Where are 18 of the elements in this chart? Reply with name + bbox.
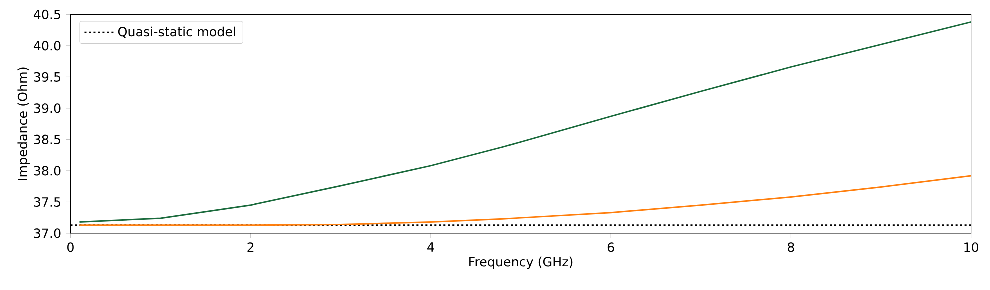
- x-tick-label: 4: [428, 242, 434, 252]
- x-tick-label: 0: [68, 242, 74, 252]
- y-tick-label: 37.5: [34, 198, 60, 208]
- y-tick-label: 38.5: [34, 135, 60, 145]
- x-axis-title: Frequency (GHz): [470, 257, 573, 270]
- x-tick-label: 2: [248, 242, 254, 252]
- y-tick-label: 39.5: [34, 72, 60, 82]
- x-tick-label: 10: [964, 242, 979, 252]
- y-tick-label: 40.0: [34, 41, 61, 51]
- x-tick-label: 8: [788, 242, 794, 252]
- y-axis-title: Impedance (Ohm): [18, 68, 30, 180]
- y-tick-label: 38.0: [34, 166, 61, 176]
- y-tick-label: 40.5: [34, 10, 60, 20]
- legend-label: Quasi-static model: [118, 27, 236, 38]
- y-tick-label: 39.0: [34, 104, 61, 114]
- x-tick-label: 6: [608, 242, 614, 252]
- line-series: [79, 175, 972, 226]
- y-tick-label: 37.0: [34, 228, 61, 239]
